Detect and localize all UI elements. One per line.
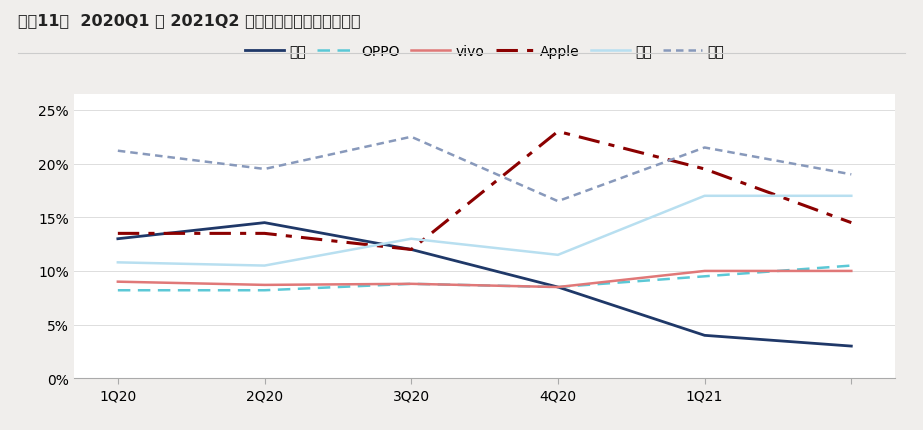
- Legend: 华为, OPPO, vivo, Apple, 小米, 三星: 华为, OPPO, vivo, Apple, 小米, 三星: [239, 39, 730, 64]
- Text: 图表11：  2020Q1 到 2021Q2 全球智能手机品牌市场份额: 图表11： 2020Q1 到 2021Q2 全球智能手机品牌市场份额: [18, 13, 361, 28]
